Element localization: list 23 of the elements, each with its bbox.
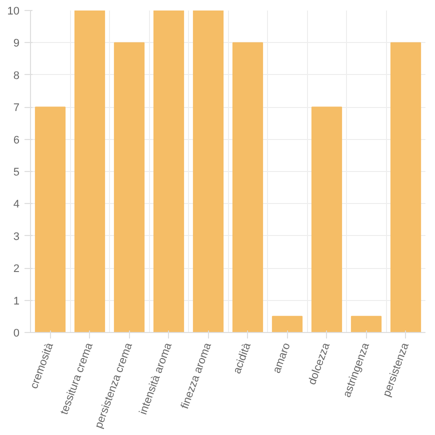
bar (350, 316, 382, 332)
x-tick-label: amaro (270, 341, 293, 375)
bar (34, 106, 66, 332)
y-tick-label: 2 (13, 263, 20, 276)
y-tick-label: 4 (13, 198, 20, 211)
bar (272, 316, 303, 332)
y-tick-label: 1 (13, 295, 20, 308)
bar (114, 42, 145, 332)
y-tick-label: 9 (13, 38, 20, 50)
y-tick-label: 5 (13, 166, 20, 178)
bar (74, 10, 106, 332)
bar (311, 106, 342, 332)
bar (232, 42, 264, 332)
x-tick-label: acidità (231, 340, 254, 376)
y-tick-label: 8 (13, 70, 20, 82)
bar (192, 10, 224, 332)
bar (153, 10, 184, 332)
y-tick-label: 7 (13, 102, 20, 114)
y-tick-label: 10 (7, 6, 20, 18)
bar (390, 42, 422, 332)
y-tick-label: 0 (13, 328, 20, 340)
y-tick-label: 3 (13, 230, 20, 243)
y-tick-label: 6 (13, 134, 20, 146)
